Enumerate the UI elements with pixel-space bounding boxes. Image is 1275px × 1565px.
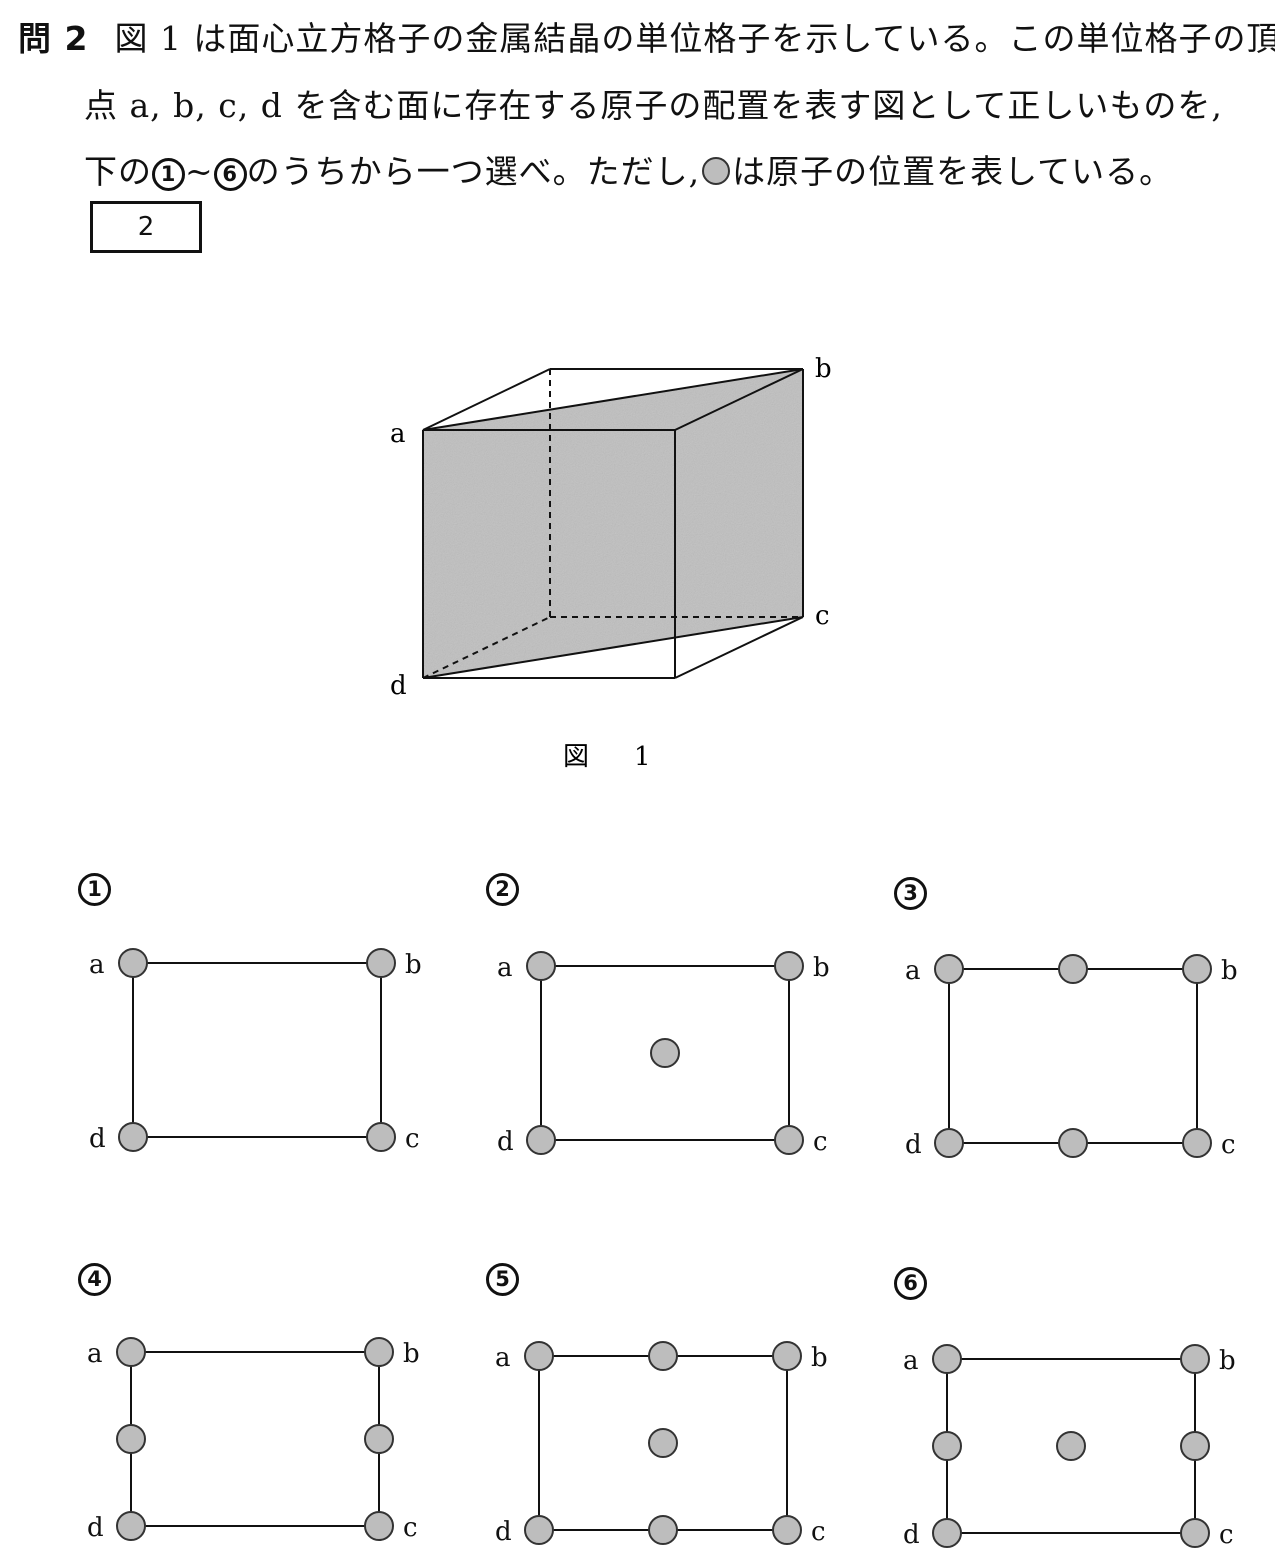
option-2-label-a: a (497, 953, 513, 983)
option-2-label-d: d (497, 1127, 514, 1157)
vertex-label-d: d (390, 671, 407, 701)
option-4-atom-d (116, 1511, 146, 1541)
option-2-label-c: c (813, 1127, 828, 1157)
option-6-label-c: c (1219, 1520, 1234, 1550)
option-5-number[interactable]: 5 (486, 1263, 519, 1296)
plane-edge (422, 368, 804, 431)
option-2-atom-b (774, 951, 804, 981)
option-6-atom-right-mid (1180, 1431, 1210, 1461)
option-3-label-c: c (1221, 1130, 1236, 1160)
option-5-label-c: c (811, 1517, 826, 1547)
option-6-atom-center (1056, 1431, 1086, 1461)
answer-box-label: 2 (137, 212, 155, 242)
hidden-edge (422, 616, 551, 679)
vertex-label-c: c (815, 601, 830, 631)
option-1-atom-d (118, 1122, 148, 1152)
option-5-atom-bottom-mid (648, 1515, 678, 1545)
option-4-label-c: c (403, 1513, 418, 1543)
option-5-label-a: a (495, 1343, 511, 1373)
vertex-label-a: a (390, 419, 406, 449)
option-4-atom-b (364, 1337, 394, 1367)
option-3-atom-d (934, 1128, 964, 1158)
cube-edge (422, 368, 551, 431)
option-2-atom-d (526, 1125, 556, 1155)
option-6-label-a: a (903, 1346, 919, 1376)
question-line-2: 点 a, b, c, d を含む面に存在する原子の配置を表す図として正しいものを… (84, 89, 1223, 122)
option-3-label-a: a (905, 956, 921, 986)
option-1-number[interactable]: 1 (78, 873, 111, 906)
question-text-line-3-middle: のうちから一つ選べ。ただし, (246, 152, 701, 191)
cube-edge (674, 368, 804, 431)
option-5-label-d: d (495, 1517, 512, 1547)
option-6-atom-b (1180, 1344, 1210, 1374)
plane-edge (422, 616, 804, 679)
option-6-atom-a (932, 1344, 962, 1374)
option-1-label-d: d (89, 1124, 106, 1154)
option-1-atom-b (366, 948, 396, 978)
question-text-line-3-suffix: は原子の位置を表している。 (732, 152, 1174, 191)
range-start-number: 1 (152, 158, 185, 191)
option-5-atom-c (772, 1515, 802, 1545)
option-3-atom-top-mid (1058, 954, 1088, 984)
answer-box[interactable]: 2 (90, 201, 202, 253)
option-5-atom-top-mid (648, 1341, 678, 1371)
option-6-atom-left-mid (932, 1431, 962, 1461)
option-1-atom-c (366, 1122, 396, 1152)
range-end-number: 6 (213, 158, 247, 191)
option-3-atom-bottom-mid (1058, 1128, 1088, 1158)
option-3-face-outline (948, 968, 1198, 1144)
option-4-atom-left-mid (116, 1424, 146, 1454)
option-6-label-d: d (903, 1520, 920, 1550)
option-6-atom-d (932, 1518, 962, 1548)
option-4-label-b: b (403, 1339, 420, 1369)
option-3-atom-b (1182, 954, 1212, 984)
option-4-number[interactable]: 4 (78, 1263, 111, 1296)
option-2-label-b: b (813, 953, 830, 983)
option-5-atom-center (648, 1428, 678, 1458)
question-line-3: 下の 1 ~6 のうちから一つ選べ。ただし, は原子の位置を表している。 (84, 155, 1173, 191)
option-3-number[interactable]: 3 (894, 877, 927, 910)
option-4-atom-a (116, 1337, 146, 1367)
option-2-number[interactable]: 2 (486, 873, 519, 906)
option-2-atom-center (650, 1038, 680, 1068)
option-1-atom-a (118, 948, 148, 978)
option-2-atom-c (774, 1125, 804, 1155)
range-tilde: ~ (185, 152, 214, 191)
option-3-atom-a (934, 954, 964, 984)
option-4-label-d: d (87, 1513, 104, 1543)
option-1-face-outline (132, 962, 382, 1138)
question-line-1: 問 2 図 1 は面心立方格子の金属結晶の単位格子を示している。この単位格子の頂 (18, 22, 1275, 55)
option-1-label-c: c (405, 1124, 420, 1154)
option-3-label-d: d (905, 1130, 922, 1160)
cube-edge (674, 616, 804, 679)
option-5-label-b: b (811, 1343, 828, 1373)
option-5-atom-b (772, 1341, 802, 1371)
option-2-atom-a (526, 951, 556, 981)
option-5-atom-d (524, 1515, 554, 1545)
question-text-line-3-prefix: 下の (84, 152, 152, 191)
option-3-atom-c (1182, 1128, 1212, 1158)
option-6-number[interactable]: 6 (894, 1267, 927, 1300)
question-number: 問 2 (18, 19, 89, 58)
option-4-label-a: a (87, 1339, 103, 1369)
question-text-line-1: 図 1 は面心立方格子の金属結晶の単位格子を示している。この単位格子の頂 (114, 19, 1275, 58)
option-6-atom-c (1180, 1518, 1210, 1548)
option-4-face-outline (130, 1351, 380, 1527)
atom-legend-icon (702, 157, 731, 185)
option-1-label-a: a (89, 950, 105, 980)
option-2-face-outline (540, 965, 790, 1141)
option-3-label-b: b (1221, 956, 1238, 986)
figure-caption-label: 図 (563, 742, 589, 772)
option-1-label-b: b (405, 950, 422, 980)
vertex-label-b: b (815, 354, 832, 384)
option-4-atom-c (364, 1511, 394, 1541)
option-4-atom-right-mid (364, 1424, 394, 1454)
option-6-label-b: b (1219, 1346, 1236, 1376)
option-5-atom-a (524, 1341, 554, 1371)
question-text-line-2: 点 a, b, c, d を含む面に存在する原子の配置を表す図として正しいものを… (84, 86, 1223, 125)
figure-caption-number: 1 (634, 742, 651, 772)
